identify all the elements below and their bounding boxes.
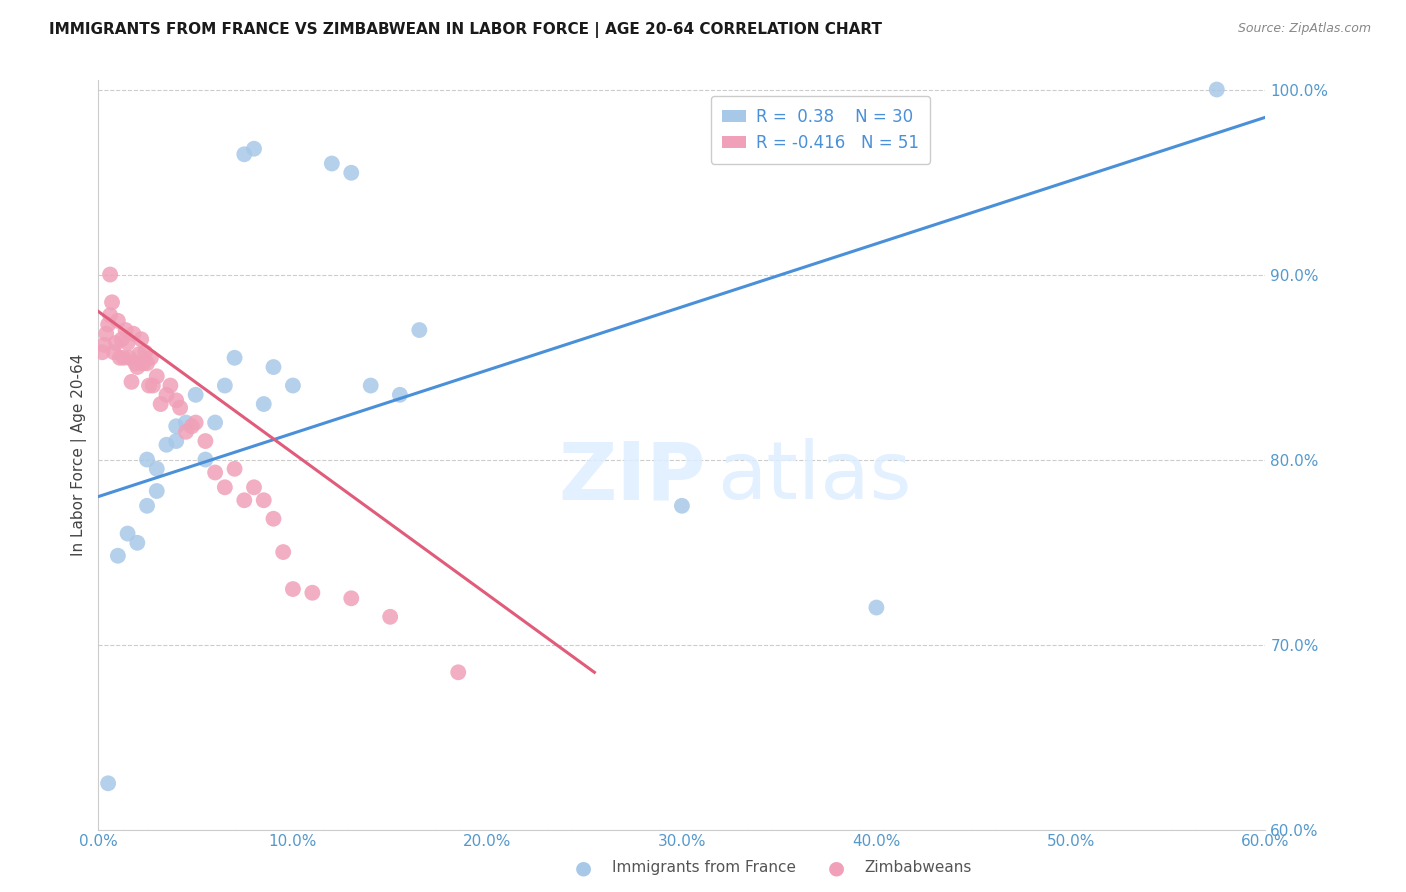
Point xyxy=(142,378,165,392)
Point xyxy=(447,665,470,680)
Point xyxy=(271,545,294,559)
Point xyxy=(262,359,284,374)
Point xyxy=(97,318,120,332)
Text: ●: ● xyxy=(575,858,592,878)
Point xyxy=(127,359,149,374)
Text: Source: ZipAtlas.com: Source: ZipAtlas.com xyxy=(1237,22,1371,36)
Point xyxy=(128,347,150,361)
Point xyxy=(214,378,236,392)
Point xyxy=(127,536,149,550)
Point xyxy=(214,480,236,494)
Point xyxy=(98,268,121,282)
Point xyxy=(146,369,169,384)
Point xyxy=(91,345,114,359)
Point xyxy=(108,351,131,365)
Point xyxy=(340,166,363,180)
Point xyxy=(194,452,217,467)
Legend: R =  0.38    N = 30, R = -0.416   N = 51: R = 0.38 N = 30, R = -0.416 N = 51 xyxy=(710,96,931,164)
Point xyxy=(180,419,202,434)
Text: ZIP: ZIP xyxy=(558,438,706,516)
Point xyxy=(184,416,207,430)
Point xyxy=(1205,82,1227,96)
Point xyxy=(117,526,139,541)
Point xyxy=(146,462,169,476)
Point xyxy=(165,434,187,448)
Point xyxy=(122,326,145,341)
Text: ●: ● xyxy=(828,858,845,878)
Point xyxy=(107,549,129,563)
Y-axis label: In Labor Force | Age 20-64: In Labor Force | Age 20-64 xyxy=(72,354,87,556)
Point xyxy=(233,493,256,508)
Point xyxy=(121,375,143,389)
Point xyxy=(233,147,256,161)
Point xyxy=(111,332,134,346)
Point xyxy=(97,776,120,790)
Point xyxy=(301,586,323,600)
Point xyxy=(671,499,693,513)
Point xyxy=(146,483,169,498)
Point xyxy=(139,351,162,365)
Point xyxy=(104,336,127,351)
Point xyxy=(98,308,121,322)
Point xyxy=(138,378,160,392)
Point xyxy=(281,378,304,392)
Point xyxy=(408,323,430,337)
Text: Immigrants from France: Immigrants from France xyxy=(612,861,796,875)
Point xyxy=(155,388,177,402)
Point xyxy=(114,323,136,337)
Point xyxy=(321,156,343,170)
Point xyxy=(124,356,146,370)
Point xyxy=(112,351,135,365)
Point xyxy=(243,480,266,494)
Point xyxy=(93,338,115,352)
Point xyxy=(159,378,181,392)
Point xyxy=(132,356,155,370)
Point xyxy=(101,295,124,310)
Point xyxy=(281,582,304,596)
Point xyxy=(136,356,159,370)
Point xyxy=(136,452,159,467)
Point xyxy=(204,416,226,430)
Text: atlas: atlas xyxy=(717,438,911,516)
Point xyxy=(174,425,197,439)
Point xyxy=(136,499,159,513)
Text: IMMIGRANTS FROM FRANCE VS ZIMBABWEAN IN LABOR FORCE | AGE 20-64 CORRELATION CHAR: IMMIGRANTS FROM FRANCE VS ZIMBABWEAN IN … xyxy=(49,22,882,38)
Point xyxy=(96,326,118,341)
Text: Zimbabweans: Zimbabweans xyxy=(865,861,972,875)
Point xyxy=(388,388,411,402)
Point xyxy=(169,401,191,415)
Point xyxy=(174,416,197,430)
Point xyxy=(118,351,141,365)
Point xyxy=(224,351,246,365)
Point xyxy=(865,600,887,615)
Point xyxy=(107,314,129,328)
Point xyxy=(165,419,187,434)
Point xyxy=(204,466,226,480)
Point xyxy=(253,397,276,411)
Point xyxy=(117,336,139,351)
Point xyxy=(380,609,402,624)
Point xyxy=(340,591,363,606)
Point xyxy=(103,345,125,359)
Point xyxy=(194,434,217,448)
Point xyxy=(360,378,382,392)
Point xyxy=(155,438,177,452)
Point xyxy=(149,397,172,411)
Point xyxy=(129,332,152,346)
Point xyxy=(224,462,246,476)
Point xyxy=(243,142,266,156)
Point xyxy=(262,512,284,526)
Point xyxy=(253,493,276,508)
Point xyxy=(165,393,187,408)
Point xyxy=(184,388,207,402)
Point xyxy=(134,345,156,359)
